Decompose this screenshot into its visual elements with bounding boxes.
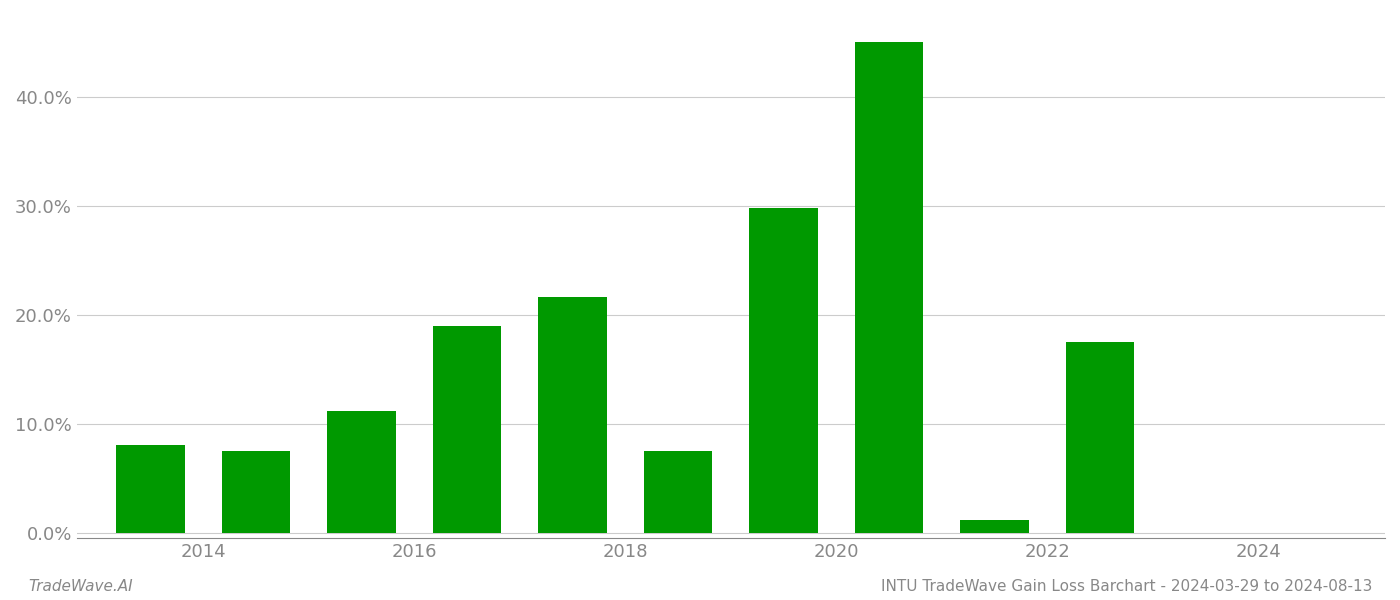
Text: TradeWave.AI: TradeWave.AI xyxy=(28,579,133,594)
Bar xyxy=(328,410,396,533)
Bar xyxy=(221,451,290,533)
Bar xyxy=(749,208,818,533)
Bar xyxy=(644,451,713,533)
Bar xyxy=(1065,342,1134,533)
Bar xyxy=(960,520,1029,533)
Text: INTU TradeWave Gain Loss Barchart - 2024-03-29 to 2024-08-13: INTU TradeWave Gain Loss Barchart - 2024… xyxy=(881,579,1372,594)
Bar xyxy=(116,445,185,533)
Bar xyxy=(433,326,501,533)
Bar xyxy=(855,42,924,533)
Bar xyxy=(539,297,606,533)
